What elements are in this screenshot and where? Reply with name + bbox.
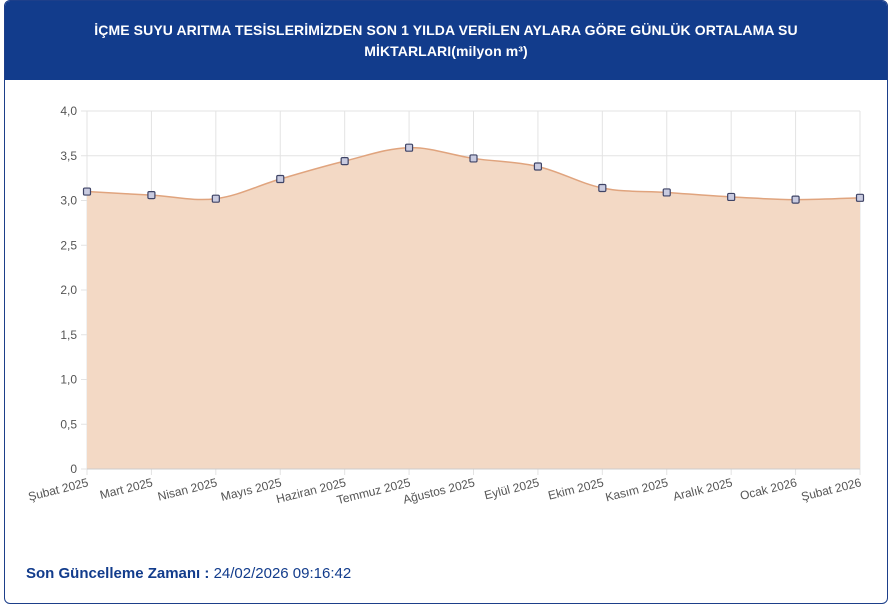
- data-point[interactable]: [598, 183, 607, 193]
- x-tick-label: Eylül 2025: [483, 475, 541, 502]
- data-point[interactable]: [727, 192, 736, 202]
- y-tick-label: 0: [70, 462, 77, 476]
- x-tick-label: Ocak 2026: [739, 475, 799, 503]
- data-point[interactable]: [855, 193, 865, 202]
- x-tick-label: Ağustos 2025: [402, 475, 477, 506]
- card-header: İÇME SUYU ARITMA TESİSLERİMİZDEN SON 1 Y…: [5, 1, 887, 80]
- x-tick-label: Kasım 2025: [604, 475, 670, 504]
- data-point[interactable]: [340, 157, 349, 166]
- x-tick-label: Şubat 2025: [27, 475, 90, 504]
- chart-area: 0 0,5 1,0 1,5 2,0 2,5 3,0 3,5 4,0 Şubat 2025 Mart…: [5, 80, 887, 530]
- y-tick-label: 1,5: [60, 328, 77, 342]
- y-tick-label: 3,5: [60, 149, 77, 163]
- y-tick-label: 2,5: [60, 238, 77, 252]
- y-axis-ticks: 0 0,5 1,0 1,5 2,0 2,5 3,0 3,5 4,0: [60, 104, 77, 476]
- data-point[interactable]: [147, 191, 156, 200]
- chart-card: İÇME SUYU ARITMA TESİSLERİMİZDEN SON 1 Y…: [4, 0, 888, 604]
- x-tick-label: Mart 2025: [98, 475, 154, 502]
- x-tick-label: Ekim 2025: [547, 475, 606, 502]
- data-point[interactable]: [469, 154, 478, 163]
- data-point[interactable]: [82, 187, 92, 196]
- y-tick-label: 2,0: [60, 283, 77, 297]
- area-chart: 0 0,5 1,0 1,5 2,0 2,5 3,0 3,5 4,0 Şubat 2025 Mart…: [27, 104, 865, 507]
- x-tick-label: Aralık 2025: [672, 475, 735, 503]
- page-title: İÇME SUYU ARITMA TESİSLERİMİZDEN SON 1 Y…: [94, 21, 798, 59]
- data-point[interactable]: [662, 188, 671, 197]
- last-update-value: 24/02/2026 09:16:42: [213, 565, 352, 582]
- x-tick-label: Nisan 2025: [156, 475, 219, 503]
- data-point[interactable]: [276, 174, 285, 184]
- series-area: [86, 146, 861, 470]
- data-point[interactable]: [791, 195, 800, 204]
- last-update-label: Son Güncelleme Zamanı :: [26, 565, 210, 582]
- area-fill: [87, 147, 860, 469]
- x-tick-label: Mayıs 2025: [219, 475, 283, 504]
- y-tick-label: 4,0: [60, 104, 77, 118]
- data-point[interactable]: [211, 194, 220, 203]
- y-tick-label: 3,0: [60, 194, 77, 208]
- x-tick-label: Temmuz 2025: [335, 475, 412, 507]
- x-axis-ticks: Şubat 2025 Mart 2025 Nisan 2025 Mayıs 2025H…: [27, 475, 863, 507]
- last-update: Son Güncelleme Zamanı : 24/02/2026 09:16…: [26, 565, 351, 582]
- data-point[interactable]: [404, 143, 414, 152]
- y-tick-label: 1,0: [60, 373, 77, 387]
- data-points: [82, 143, 865, 204]
- x-tick-label: Şubat 2026: [800, 475, 863, 504]
- y-tick-label: 0,5: [60, 417, 77, 431]
- data-point[interactable]: [533, 162, 543, 171]
